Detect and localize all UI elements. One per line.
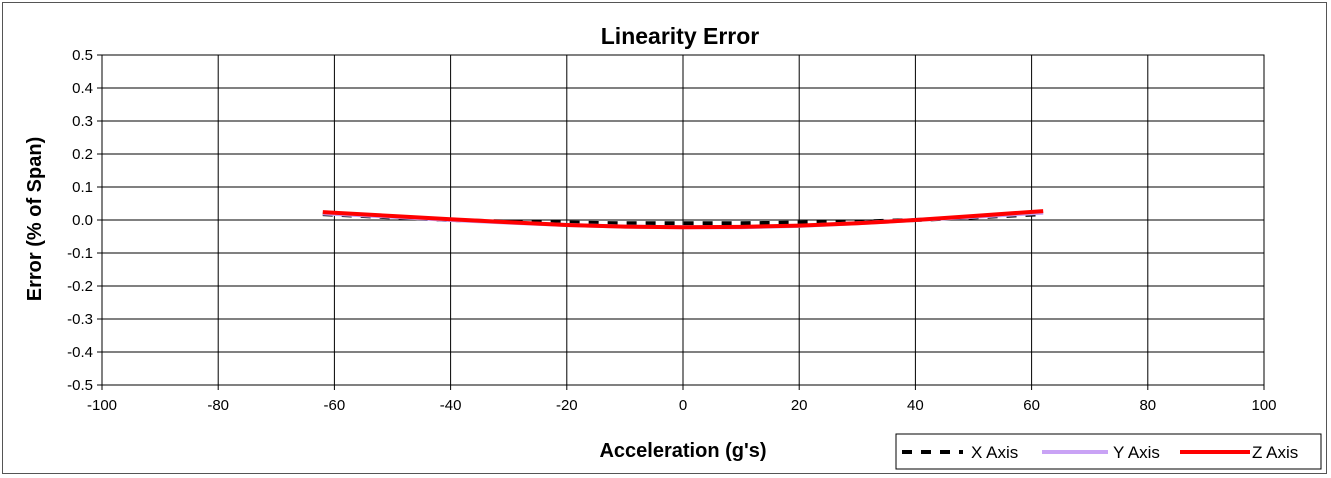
y-tick-label: 0.4 [72, 80, 93, 97]
y-axis-title: Error (% of Span) [24, 137, 46, 301]
x-tick-label: 100 [1251, 397, 1276, 414]
grid [101, 54, 1265, 386]
series-line-3 [322, 209, 1044, 230]
series-lines [322, 209, 1044, 230]
y-tick-label: -0.4 [67, 344, 93, 361]
legend-label: Y Axis [1113, 443, 1160, 462]
legend: X Axis Y Axis Z Axis [895, 433, 1322, 470]
x-tick-label: 40 [907, 397, 924, 414]
x-tick-label: -80 [207, 397, 229, 414]
y-tick-label: 0.5 [72, 47, 93, 64]
x-tick-label: -20 [556, 397, 578, 414]
x-tick-label: 80 [1139, 397, 1156, 414]
x-tick-label: -100 [87, 397, 117, 414]
chart-title: Linearity Error [601, 23, 760, 49]
y-tick-label: 0.3 [72, 113, 93, 130]
legend-label: X Axis [971, 443, 1018, 462]
y-tick-label: -0.3 [67, 311, 93, 328]
legend-label: Z Axis [1252, 443, 1298, 462]
legend-box [895, 433, 1322, 470]
y-tick-label: 0.0 [72, 212, 93, 229]
y-tick-labels: 0.5 0.4 0.3 0.2 0.1 0.0 -0.1 -0.2 -0.3 -0.4 -0.5 [67, 47, 102, 394]
y-tick-label: -0.1 [67, 245, 93, 262]
x-tick-label: 60 [1023, 397, 1040, 414]
y-tick-label: -0.2 [67, 278, 93, 295]
y-tick-label: 0.1 [72, 179, 93, 196]
x-tick-label: -40 [440, 397, 462, 414]
x-tick-label: 0 [679, 397, 687, 414]
y-tick-label: -0.5 [67, 377, 93, 394]
x-tick-label: 20 [791, 397, 808, 414]
x-tick-labels: -100 -80 -60 -40 -20 0 20 40 60 80 100 [87, 385, 1277, 414]
y-tick-label: 0.2 [72, 146, 93, 163]
x-tick-label: -60 [324, 397, 346, 414]
x-axis-title: Acceleration (g's) [599, 440, 766, 462]
